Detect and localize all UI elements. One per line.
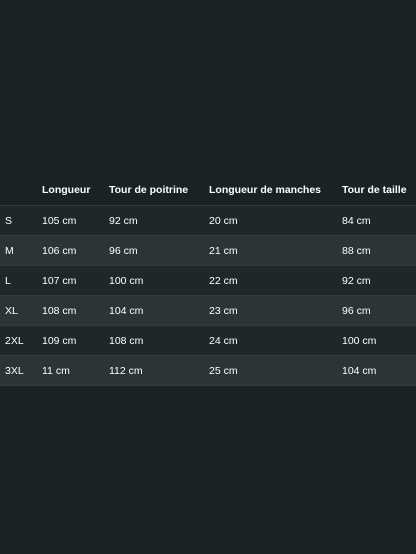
size-chart-body: S 105 cm 92 cm 20 cm 84 cm M 106 cm 96 c… bbox=[0, 205, 416, 386]
length-value: 108 cm bbox=[42, 304, 77, 317]
chest-value: 96 cm bbox=[109, 244, 138, 257]
size-chart-header: Longueur Tour de poitrine Longueur de ma… bbox=[0, 175, 416, 206]
chest-value: 112 cm bbox=[109, 364, 143, 377]
waist-value: 104 cm bbox=[342, 364, 377, 377]
size-label: M bbox=[5, 244, 14, 257]
header-sleeve-length: Longueur de manches bbox=[209, 184, 322, 196]
size-label: L bbox=[5, 274, 11, 287]
size-label: S bbox=[5, 214, 13, 227]
chest-value: 108 cm bbox=[109, 334, 144, 347]
table-row: 3XL 11 cm 112 cm 25 cm 104 cm bbox=[0, 355, 416, 386]
size-label: XL bbox=[5, 304, 18, 317]
header-row: Longueur Tour de poitrine Longueur de ma… bbox=[0, 175, 416, 206]
header-size bbox=[0, 175, 42, 206]
waist-value: 84 cm bbox=[342, 214, 371, 227]
length-value: 109 cm bbox=[42, 334, 77, 347]
chest-value: 92 cm bbox=[109, 214, 138, 227]
chest-value: 100 cm bbox=[109, 274, 144, 287]
size-chart-table: Longueur Tour de poitrine Longueur de ma… bbox=[0, 175, 416, 386]
sleeve-length-value: 25 cm bbox=[209, 364, 238, 377]
size-label: 2XL bbox=[5, 334, 24, 347]
length-value: 105 cm bbox=[42, 214, 77, 227]
header-chest: Tour de poitrine bbox=[109, 184, 189, 196]
length-value: 107 cm bbox=[42, 274, 77, 287]
waist-value: 96 cm bbox=[342, 304, 371, 317]
table-row: S 105 cm 92 cm 20 cm 84 cm bbox=[0, 205, 416, 236]
sleeve-length-value: 21 cm bbox=[209, 244, 238, 257]
chest-value: 104 cm bbox=[109, 304, 144, 317]
waist-value: 100 cm bbox=[342, 334, 377, 347]
table-row: L 107 cm 100 cm 22 cm 92 cm bbox=[0, 265, 416, 296]
table-row: M 106 cm 96 cm 21 cm 88 cm bbox=[0, 235, 416, 266]
header-waist: Tour de taille bbox=[342, 184, 407, 196]
header-length: Longueur bbox=[42, 184, 91, 196]
sleeve-length-value: 20 cm bbox=[209, 214, 238, 227]
length-value: 106 cm bbox=[42, 244, 77, 257]
sleeve-length-value: 22 cm bbox=[209, 274, 238, 287]
size-label: 3XL bbox=[5, 364, 24, 377]
length-value: 11 cm bbox=[42, 364, 70, 377]
waist-value: 88 cm bbox=[342, 244, 371, 257]
table-row: XL 108 cm 104 cm 23 cm 96 cm bbox=[0, 295, 416, 326]
sleeve-length-value: 23 cm bbox=[209, 304, 238, 317]
sleeve-length-value: 24 cm bbox=[209, 334, 238, 347]
waist-value: 92 cm bbox=[342, 274, 371, 287]
table-row: 2XL 109 cm 108 cm 24 cm 100 cm bbox=[0, 325, 416, 356]
